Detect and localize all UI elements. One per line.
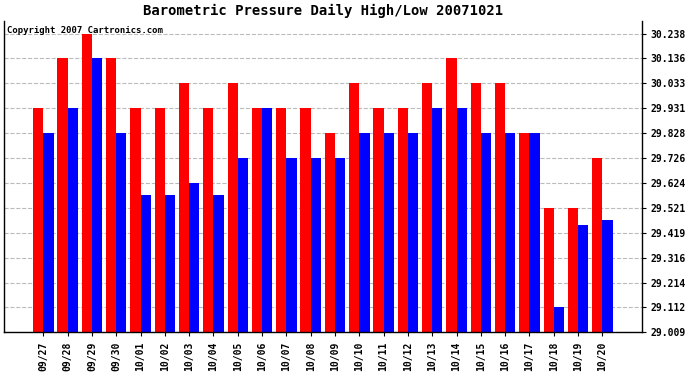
Bar [310, 158, 321, 332]
Bar [520, 133, 529, 332]
Bar [43, 133, 54, 332]
Bar [81, 33, 92, 332]
Bar [68, 108, 78, 332]
Bar [213, 195, 224, 332]
Bar [432, 108, 442, 332]
Bar [262, 108, 273, 332]
Bar [554, 308, 564, 332]
Bar [204, 108, 213, 332]
Bar [384, 133, 394, 332]
Bar [141, 195, 151, 332]
Bar [505, 133, 515, 332]
Bar [116, 133, 126, 332]
Bar [228, 83, 238, 332]
Bar [495, 83, 505, 332]
Bar [373, 108, 384, 332]
Bar [578, 225, 589, 332]
Bar [325, 133, 335, 332]
Bar [471, 83, 481, 332]
Bar [286, 158, 297, 332]
Text: Copyright 2007 Cartronics.com: Copyright 2007 Cartronics.com [8, 26, 164, 34]
Title: Barometric Pressure Daily High/Low 20071021: Barometric Pressure Daily High/Low 20071… [143, 4, 503, 18]
Bar [33, 108, 43, 332]
Bar [481, 133, 491, 332]
Bar [106, 58, 116, 332]
Bar [349, 83, 359, 332]
Bar [301, 108, 310, 332]
Bar [276, 108, 286, 332]
Bar [130, 108, 141, 332]
Bar [457, 108, 466, 332]
Bar [568, 208, 578, 332]
Bar [155, 108, 165, 332]
Bar [189, 183, 199, 332]
Bar [179, 83, 189, 332]
Bar [238, 158, 248, 332]
Bar [359, 133, 370, 332]
Bar [335, 158, 345, 332]
Bar [529, 133, 540, 332]
Bar [252, 108, 262, 332]
Bar [602, 220, 613, 332]
Bar [165, 195, 175, 332]
Bar [422, 83, 432, 332]
Bar [92, 58, 102, 332]
Bar [408, 133, 418, 332]
Bar [592, 158, 602, 332]
Bar [57, 58, 68, 332]
Bar [397, 108, 408, 332]
Bar [446, 58, 457, 332]
Bar [544, 208, 554, 332]
